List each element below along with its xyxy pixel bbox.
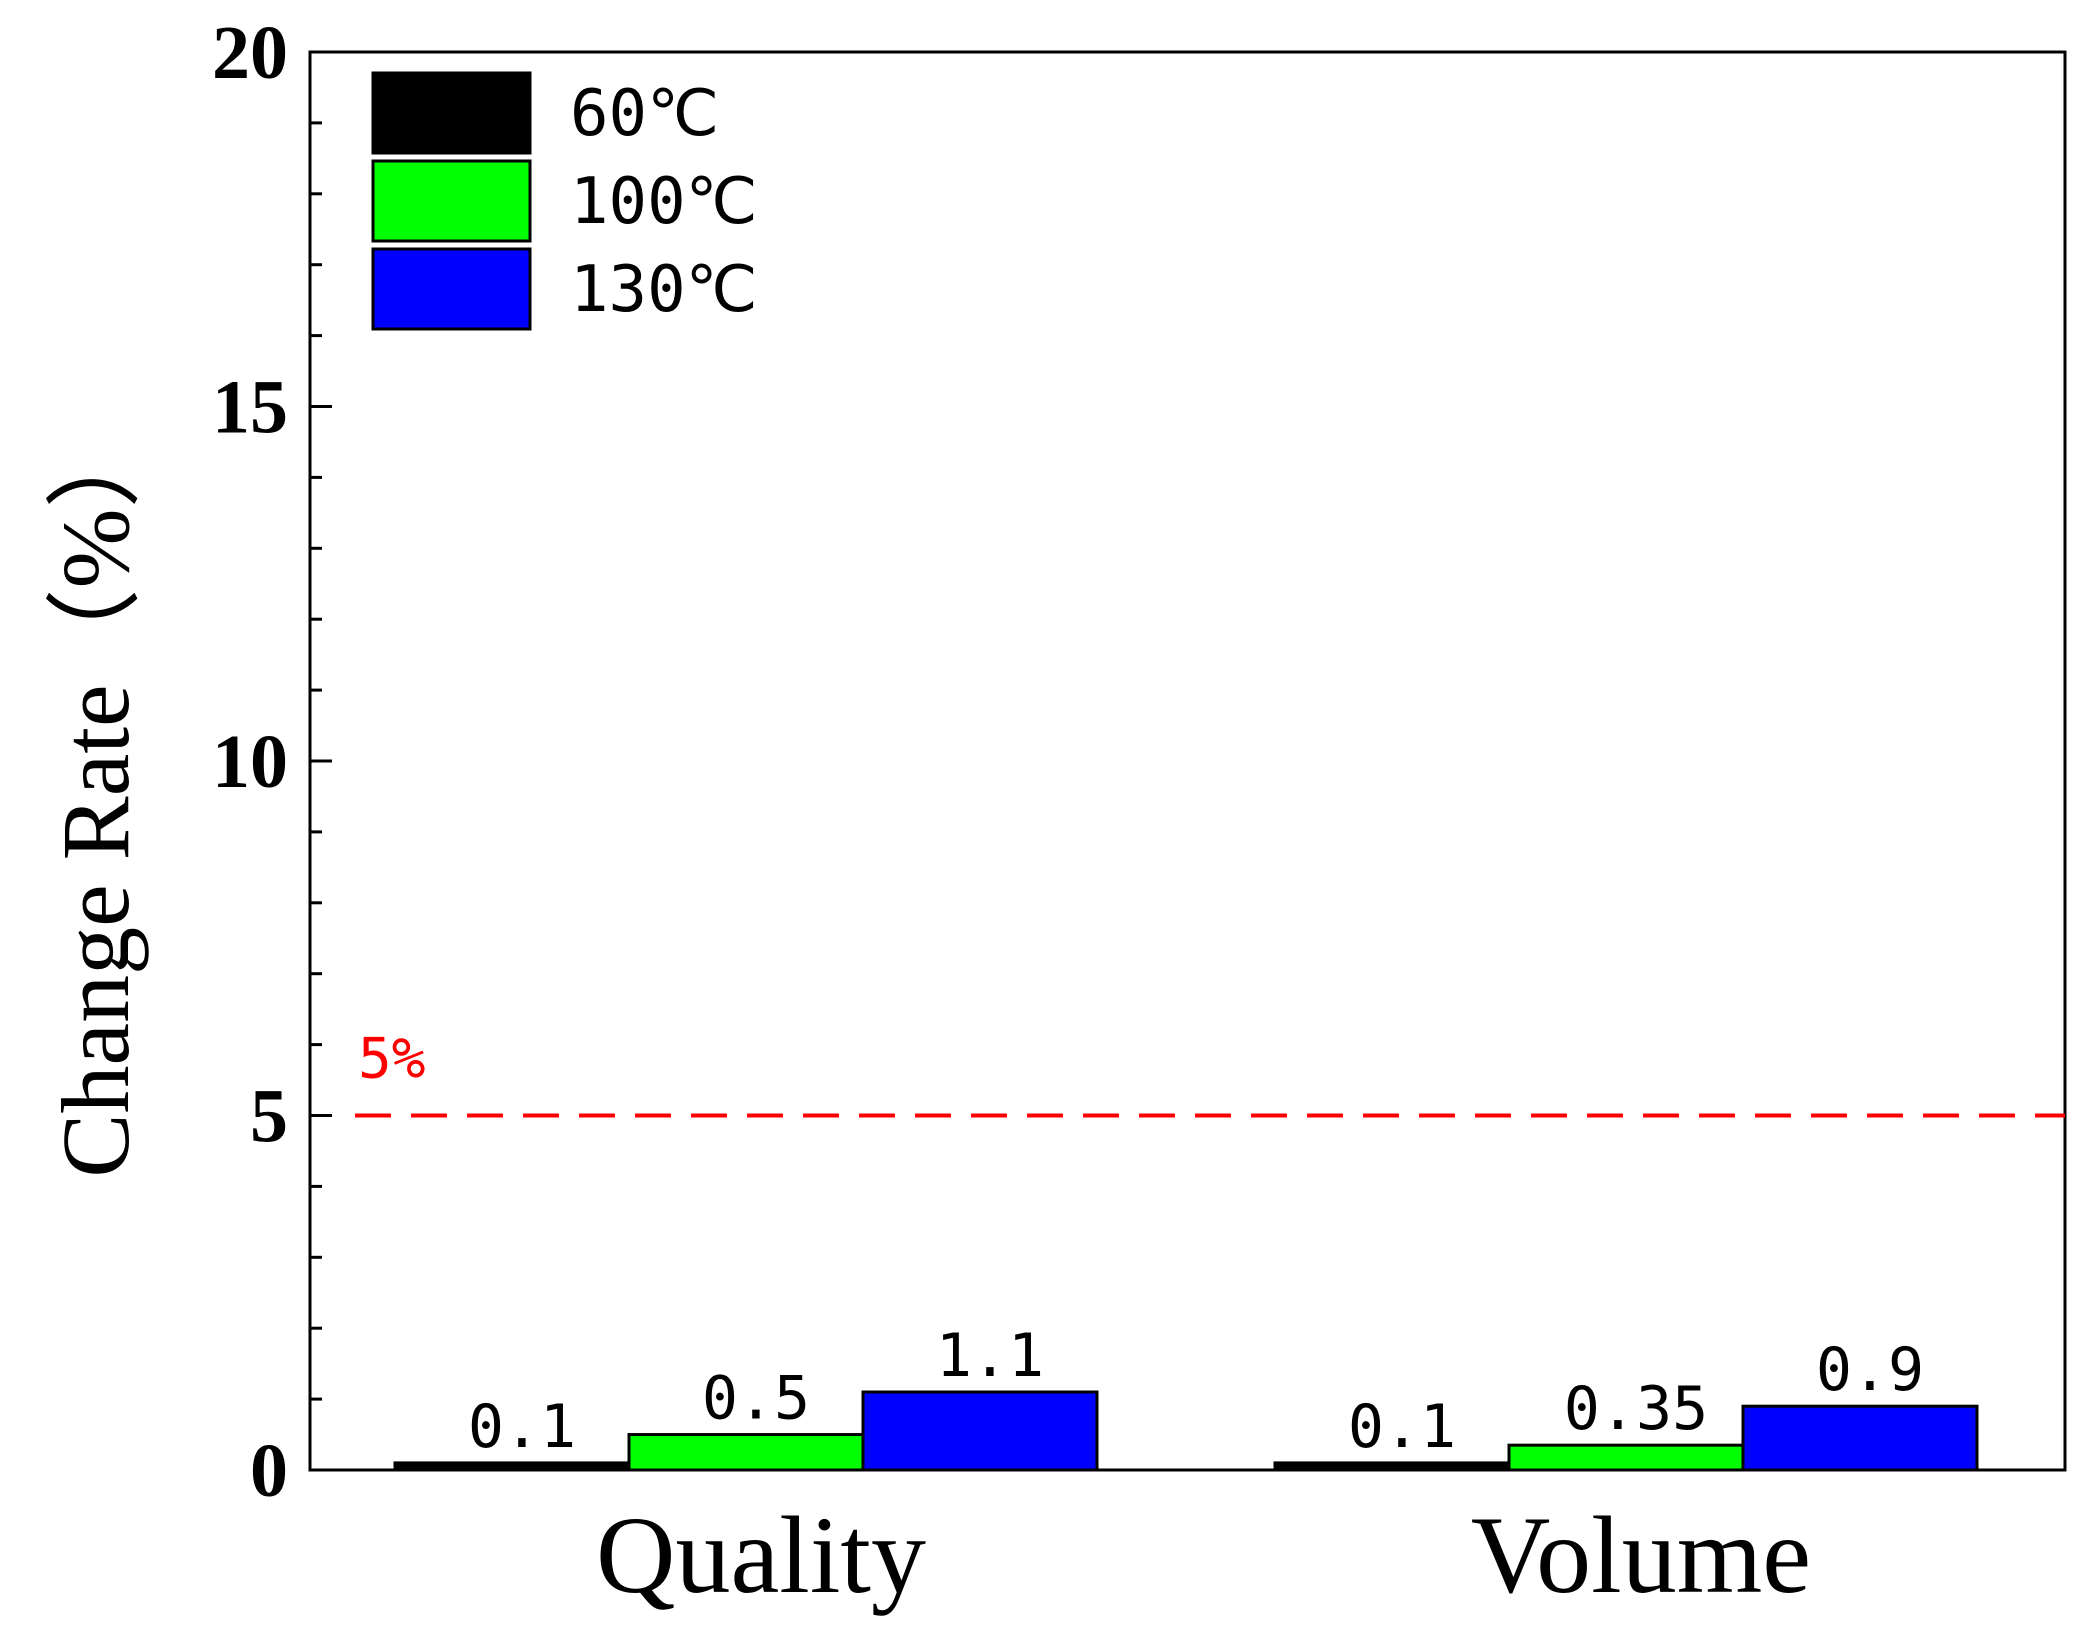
x-axis-categories: Quality Volume	[596, 1494, 1811, 1616]
y-tick-label: 10	[212, 720, 288, 804]
bar	[1507, 1443, 1745, 1472]
legend-label: 60℃	[570, 77, 719, 151]
data-label: 0.1	[1348, 1392, 1456, 1462]
y-axis-ticks: 0 5 10 15 20	[212, 11, 332, 1513]
legend-swatch	[371, 247, 532, 331]
data-label: 0.5	[702, 1364, 810, 1434]
x-category-label: Quality	[596, 1494, 926, 1616]
bar	[627, 1433, 865, 1472]
bar	[393, 1461, 631, 1472]
legend-label: 100℃	[570, 165, 757, 239]
y-tick-label: 5	[250, 1075, 288, 1159]
y-tick-label: 0	[250, 1429, 288, 1513]
y-axis-label: Change Rate（%）	[42, 412, 149, 1177]
legend-swatch	[371, 71, 532, 155]
bar	[1741, 1404, 1979, 1472]
y-tick-label: 20	[212, 11, 288, 95]
legend: 60℃ 100℃ 130℃	[371, 71, 757, 331]
legend-swatch	[371, 159, 532, 243]
data-label: 0.1	[468, 1392, 576, 1462]
reference-line-label: 5%	[358, 1027, 425, 1092]
data-label: 0.9	[1816, 1335, 1924, 1405]
data-label: 0.35	[1564, 1374, 1709, 1444]
data-label: 1.1	[936, 1321, 1044, 1391]
reference-line-group: 5%	[355, 1027, 2065, 1118]
y-tick-label: 15	[212, 366, 288, 450]
bars: 0.1 0.5 1.1 0.1 0.35 0.9	[393, 1321, 1979, 1472]
x-category-label: Volume	[1471, 1494, 1811, 1616]
bar	[1273, 1461, 1511, 1472]
legend-label: 130℃	[570, 253, 757, 327]
bar	[861, 1390, 1099, 1472]
